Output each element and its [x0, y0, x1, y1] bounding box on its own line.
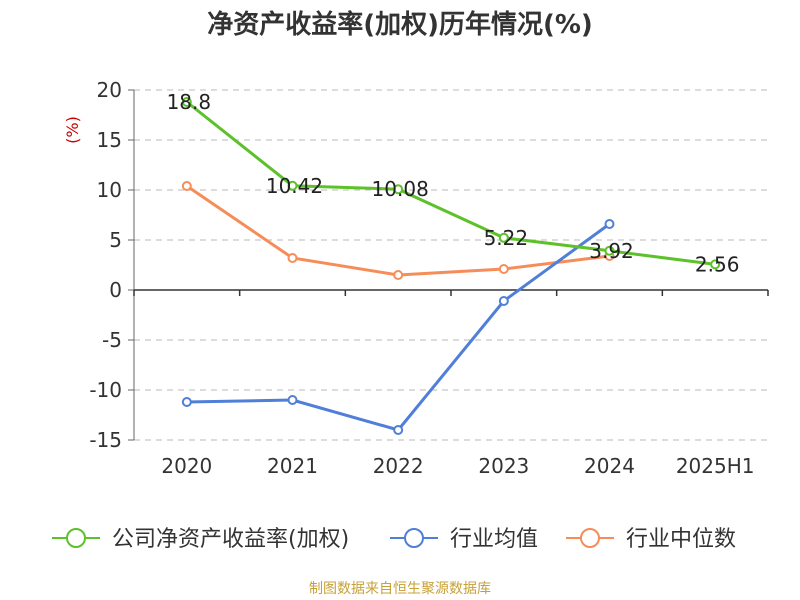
legend-label: 公司净资产收益率(加权): [112, 527, 349, 552]
data-point: [287, 180, 298, 191]
data-label: 18.8: [167, 90, 212, 114]
data-label: 2.56: [695, 252, 740, 276]
data-point: [604, 219, 615, 229]
legend-label: 行业中位数: [626, 527, 736, 552]
y-tick-label: 5: [109, 228, 122, 252]
data-point: [181, 181, 192, 191]
data-point: [393, 425, 404, 435]
y-tick-label: -5: [102, 328, 122, 352]
data-labels: 18.8 10.42 10.08 5.22 3.92 2.56: [167, 90, 740, 276]
data-point: [287, 253, 298, 263]
legend-label: 行业均值: [450, 527, 538, 552]
data-label: 10.42: [266, 174, 323, 198]
x-tick-label: 2024: [584, 454, 635, 478]
data-point: [498, 264, 509, 274]
data-point: [498, 232, 509, 243]
series-lines: [181, 97, 721, 435]
legend-swatch-marker: [66, 528, 86, 548]
legend-swatch-marker: [404, 528, 424, 548]
legend: 公司净资产收益率(加权) 行业均值 行业中位数: [52, 527, 736, 552]
data-point: [181, 97, 192, 107]
axes: 20 15 10 5 0 -5 -10 -15 (%) 2020 2021 2022 2023 2024 2…: [63, 78, 769, 478]
y-axis-title: (%): [63, 116, 82, 144]
x-tick-label: 2025H1: [676, 454, 755, 478]
y-tick-label: 20: [97, 78, 122, 102]
y-tick-label: 10: [97, 178, 122, 202]
data-label: 5.22: [484, 226, 529, 250]
data-point: [393, 184, 404, 195]
y-tick-label: 15: [97, 128, 122, 152]
source-note: 制图数据来自恒生聚源数据库: [309, 581, 491, 597]
x-tick-label: 2021: [267, 454, 318, 478]
y-tick-label: 0: [109, 278, 122, 302]
grid-lines: [134, 89, 768, 441]
data-point: [710, 259, 721, 270]
x-tick-label: 2020: [161, 454, 212, 478]
data-label: 10.08: [372, 177, 429, 201]
data-point: [604, 245, 615, 256]
series-line: [185, 100, 716, 266]
x-tick-label: 2022: [373, 454, 424, 478]
x-tick-label: 2023: [478, 454, 529, 478]
data-label: 3.92: [589, 239, 634, 263]
y-tick-label: -15: [89, 428, 122, 452]
data-point: [498, 296, 509, 306]
legend-swatch-marker: [580, 528, 600, 548]
data-point: [393, 270, 404, 280]
data-point: [287, 395, 298, 405]
data-point: [181, 397, 192, 407]
chart-title: 净资产收益率(加权)历年情况(%): [207, 10, 593, 40]
series-line: [186, 222, 611, 432]
y-tick-label: -10: [89, 378, 122, 402]
